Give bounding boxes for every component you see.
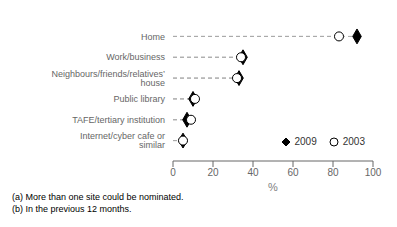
svg-text:%: % bbox=[268, 181, 278, 191]
svg-text:Neighbours/friends/relatives’h: Neighbours/friends/relatives’house bbox=[51, 69, 165, 88]
svg-text:0: 0 bbox=[170, 167, 176, 178]
svg-text:60: 60 bbox=[287, 167, 299, 178]
html-text:(b) In the previous 12 months.: (b) In the previous 12 months. bbox=[12, 204, 132, 214]
svg-text:80: 80 bbox=[327, 167, 339, 178]
svg-text:Public library: Public library bbox=[113, 94, 165, 104]
html-text:2009: 2009 bbox=[294, 136, 317, 147]
svg-text:Work/business: Work/business bbox=[106, 52, 165, 62]
svg-text:40: 40 bbox=[247, 167, 259, 178]
html-text:2003: 2003 bbox=[342, 136, 365, 147]
svg-text:Home: Home bbox=[141, 32, 165, 42]
svg-text:Internet/cyber cafe orsimilar: Internet/cyber cafe orsimilar bbox=[80, 131, 165, 150]
svg-text:100: 100 bbox=[365, 167, 382, 178]
svg-text:TAFE/tertiary institution: TAFE/tertiary institution bbox=[72, 115, 165, 125]
html-text:(a) More than one site could b: (a) More than one site could be nominate… bbox=[12, 192, 184, 202]
svg-text:20: 20 bbox=[207, 167, 219, 178]
